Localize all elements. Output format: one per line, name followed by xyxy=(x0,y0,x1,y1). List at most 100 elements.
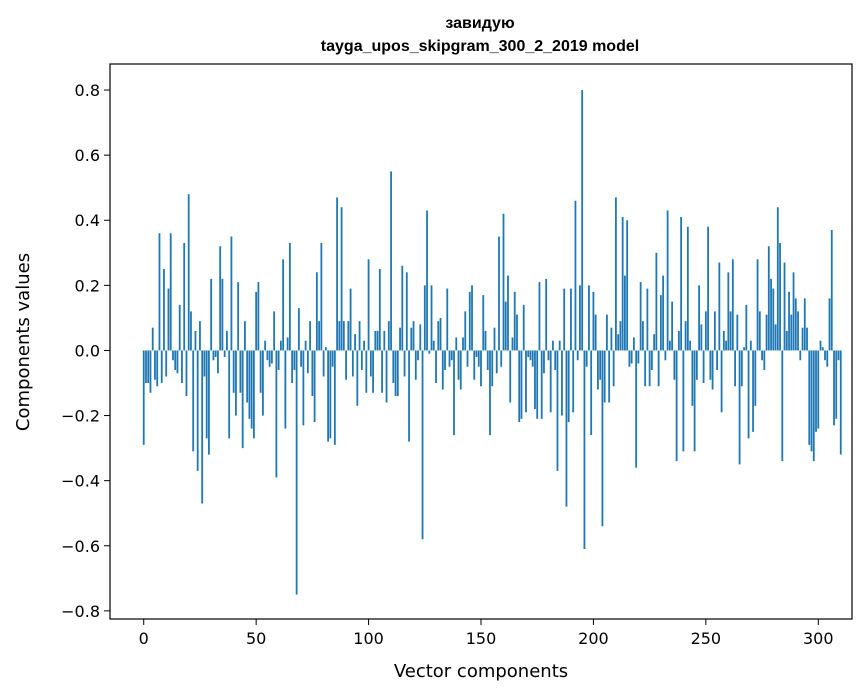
bar-239 xyxy=(680,216,683,351)
bar-38 xyxy=(228,350,231,439)
bar-222 xyxy=(641,321,644,351)
bar-178 xyxy=(543,350,545,374)
bar-49 xyxy=(253,350,255,439)
bar-125 xyxy=(423,285,426,351)
bar-284 xyxy=(781,350,784,462)
bar-251 xyxy=(707,226,709,351)
bar-309 xyxy=(837,350,840,361)
bar-91 xyxy=(347,321,350,351)
bar-122 xyxy=(417,350,419,361)
bar-181 xyxy=(549,350,552,413)
bar-139 xyxy=(455,337,458,351)
bar-291 xyxy=(797,311,799,351)
bar-289 xyxy=(792,272,795,351)
bar-54 xyxy=(264,340,267,351)
bar-245 xyxy=(693,350,696,452)
bar-200 xyxy=(592,291,595,351)
y-tick-label: 0.2 xyxy=(75,276,100,295)
bar-230 xyxy=(659,295,662,351)
bar-187 xyxy=(563,288,566,351)
bar-310 xyxy=(839,350,842,455)
bar-182 xyxy=(552,340,554,351)
bar-281 xyxy=(774,324,777,351)
bar-16 xyxy=(178,304,181,351)
bar-24 xyxy=(196,350,199,471)
x-tick-label: 150 xyxy=(466,629,497,648)
bar-298 xyxy=(812,350,815,462)
bar-170 xyxy=(525,350,527,413)
bar-175 xyxy=(536,350,539,419)
bar-153 xyxy=(486,350,489,370)
bar-31 xyxy=(212,350,215,361)
bar-86 xyxy=(336,197,338,351)
bar-25 xyxy=(199,321,201,351)
bar-77 xyxy=(315,272,318,351)
chart-title-line-2: tayga_upos_skipgram_300_2_2019 model xyxy=(321,38,639,55)
bar-185 xyxy=(558,340,561,351)
bar-135 xyxy=(446,288,449,351)
bar-41 xyxy=(235,350,237,416)
bar-159 xyxy=(500,350,503,367)
bar-143 xyxy=(464,311,467,351)
bar-5 xyxy=(154,350,156,380)
bar-95 xyxy=(356,350,359,406)
x-tick-label: 300 xyxy=(803,629,834,648)
bar-280 xyxy=(772,288,775,351)
bar-9 xyxy=(163,269,165,351)
bar-46 xyxy=(246,350,249,403)
bar-277 xyxy=(765,314,768,351)
bar-140 xyxy=(457,350,460,380)
bar-213 xyxy=(621,216,624,351)
bar-295 xyxy=(806,327,808,351)
bar-85 xyxy=(333,350,336,445)
bar-78 xyxy=(318,321,321,351)
bar-194 xyxy=(579,285,581,351)
bar-285 xyxy=(783,262,786,351)
bar-237 xyxy=(675,350,678,462)
bar-265 xyxy=(738,350,741,465)
bar-271 xyxy=(752,350,754,432)
bar-89 xyxy=(342,321,345,351)
bar-39 xyxy=(230,236,233,351)
bar-80 xyxy=(322,350,325,377)
bar-211 xyxy=(617,334,620,351)
bar-70 xyxy=(300,350,303,367)
bar-12 xyxy=(169,233,172,351)
bar-244 xyxy=(691,350,694,406)
bar-104 xyxy=(376,330,379,351)
bar-307 xyxy=(833,350,835,426)
y-tick-label: −0.4 xyxy=(61,472,100,491)
bar-30 xyxy=(210,278,213,351)
bar-102 xyxy=(372,350,374,393)
bar-131 xyxy=(437,321,440,351)
y-tick-label: −0.2 xyxy=(61,407,100,426)
bar-162 xyxy=(507,275,509,351)
bar-106 xyxy=(381,350,383,393)
bar-34 xyxy=(219,246,222,351)
bar-69 xyxy=(297,308,300,351)
bar-223 xyxy=(644,350,647,387)
bar-288 xyxy=(790,314,793,351)
bar-138 xyxy=(453,350,455,436)
bar-65 xyxy=(288,243,291,351)
bar-167 xyxy=(518,350,521,423)
y-axis-label: Components values xyxy=(13,253,34,431)
bar-42 xyxy=(237,282,240,351)
bar-287 xyxy=(788,291,790,351)
bar-3 xyxy=(149,350,152,393)
bar-57 xyxy=(270,350,273,364)
bar-193 xyxy=(576,350,579,361)
bar-47 xyxy=(248,350,251,419)
bar-29 xyxy=(208,350,210,455)
bar-7 xyxy=(158,233,161,351)
bar-66 xyxy=(291,350,294,383)
bar-238 xyxy=(677,330,680,351)
bar-304 xyxy=(826,350,829,367)
bar-44 xyxy=(241,350,244,449)
bar-52 xyxy=(259,350,262,393)
bar-253 xyxy=(711,350,714,390)
bar-73 xyxy=(306,350,309,374)
bar-40 xyxy=(232,350,235,393)
bar-242 xyxy=(686,226,689,351)
